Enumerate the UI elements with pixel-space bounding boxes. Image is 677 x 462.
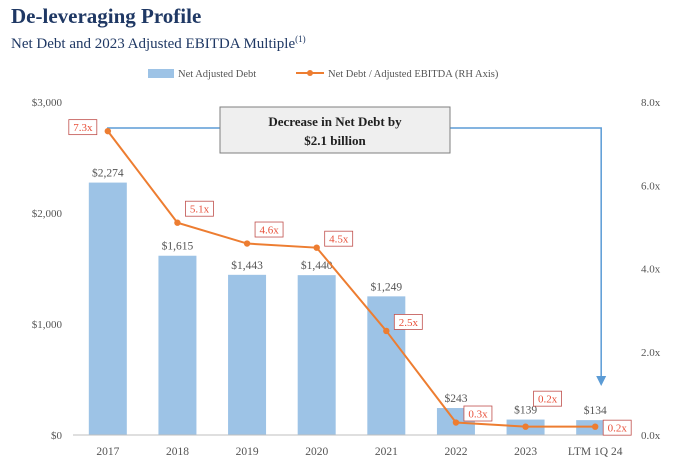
y-right-tick-label: 6.0x (641, 180, 661, 192)
ratio-label-box (393, 314, 423, 330)
ratio-label: 0.2x (608, 423, 628, 435)
ratio-label-box (254, 221, 284, 238)
ratio-label: 0.2x (538, 394, 558, 406)
ratio-point (313, 244, 320, 251)
legend-label-bar: Net Adjusted Debt (178, 69, 256, 80)
ratio-point (383, 327, 390, 335)
bar-value-label: $134 (584, 404, 607, 417)
callout-line-2: $2.1 billion (304, 133, 366, 148)
x-tick-label: 2022 (444, 446, 467, 458)
bar-value-label: $1,443 (231, 259, 263, 272)
ratio-label: 5.1x (190, 204, 210, 216)
bar-value-label: $2,274 (92, 167, 124, 180)
bar-2019 (228, 274, 267, 435)
bar-2018 (158, 255, 197, 435)
y-right-tick-label: 0.0x (641, 430, 661, 442)
ratio-label: 0.3x (468, 409, 488, 421)
callout-line-1: Decrease in Net Debt by (268, 114, 402, 129)
ratio-label: 4.5x (329, 234, 349, 246)
bar-value-label: $1,249 (371, 280, 403, 293)
legend-swatch-bar (148, 69, 174, 78)
ratio-point (522, 423, 529, 430)
y-right-tick-label: 4.0x (641, 264, 661, 276)
x-tick-label: 2018 (166, 446, 189, 458)
ratio-point (174, 219, 181, 226)
bar-value-label: $243 (444, 392, 467, 405)
y-left-tick-label: $3,000 (32, 97, 63, 109)
x-tick-label: 2020 (305, 446, 328, 458)
chart-subtitle: Net Debt and 2023 Adjusted EBITDA Multip… (11, 34, 306, 53)
ratio-line (107, 130, 596, 428)
bar-value-label: $139 (514, 404, 537, 417)
y-right-tick-label: 2.0x (641, 347, 661, 359)
ratio-label: 7.3x (73, 122, 93, 134)
callout-box (219, 106, 451, 154)
bar-2020 (297, 275, 336, 435)
legend-label-line: Net Debt / Adjusted EBITDA (RH Axis) (328, 69, 499, 80)
ratio-point (452, 419, 460, 426)
ratio-point (243, 240, 251, 247)
ratio-label-box (533, 390, 562, 407)
ratio-point (591, 423, 599, 430)
bar-value-label: $1,615 (162, 240, 194, 253)
x-tick-label: 2021 (375, 446, 398, 458)
legend-marker-line (307, 70, 313, 76)
y-right-tick-label: 8.0x (641, 97, 661, 109)
y-left-tick-label: $0 (51, 430, 63, 442)
x-tick-label: 2017 (96, 446, 119, 458)
ratio-label-box (463, 405, 493, 422)
ratio-label: 4.6x (259, 225, 279, 237)
ratio-label: 2.5x (399, 317, 419, 329)
ratio-label-box (68, 119, 98, 136)
chart-title: De-leveraging Profile (11, 4, 202, 28)
ratio-label-box (324, 230, 354, 247)
ratio-point (104, 127, 112, 135)
ratio-label-box (602, 419, 632, 436)
decrease-arrow-head (596, 376, 607, 386)
ratio-label-box (185, 200, 214, 217)
bar-value-label: $1,440 (301, 259, 333, 272)
y-left-tick-label: $1,000 (32, 319, 63, 331)
y-left-tick-label: $2,000 (32, 208, 63, 220)
bar-2017 (88, 182, 127, 435)
x-tick-label: 2019 (236, 446, 259, 458)
x-tick-label: 2023 (514, 446, 537, 458)
subtitle-footnote-marker: (1) (295, 34, 306, 44)
subtitle-text: Net Debt and 2023 Adjusted EBITDA Multip… (11, 36, 296, 52)
x-tick-label: LTM 1Q 24 (568, 446, 623, 458)
